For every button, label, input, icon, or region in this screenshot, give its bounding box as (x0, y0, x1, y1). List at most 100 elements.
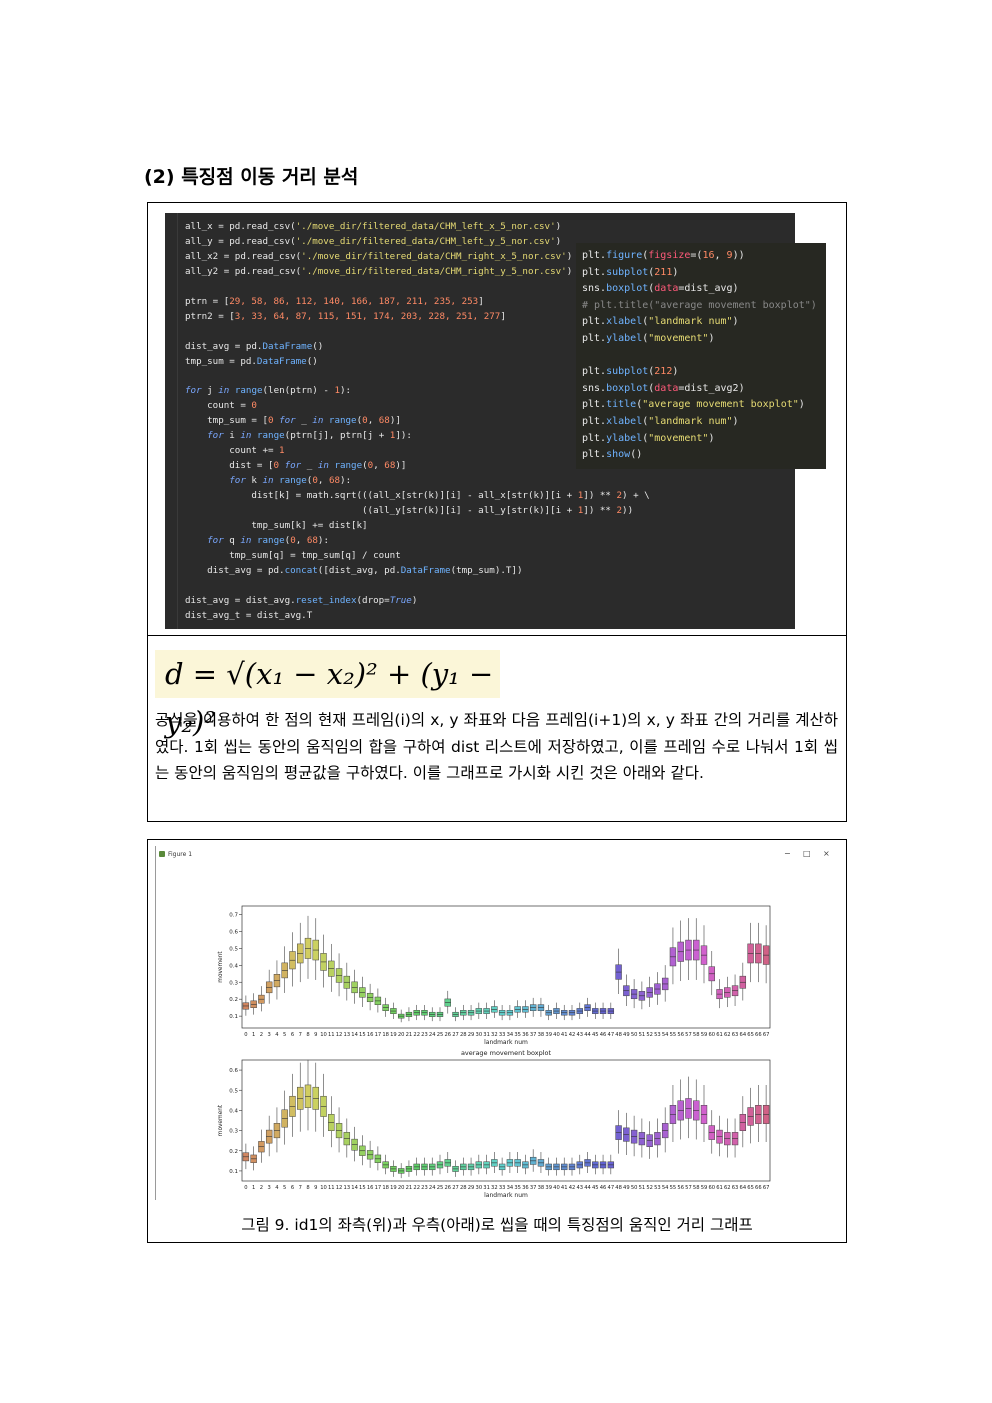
code-right-line: plt.subplot(211) (582, 266, 679, 278)
box-divider (147, 635, 847, 636)
x-tick-label: 50 (631, 1032, 638, 1038)
section-heading: (2) 특징점 이동 거리 분석 (144, 166, 359, 188)
x-tick-label: 24 (429, 1185, 436, 1191)
y-tick-label: 0.2 (229, 997, 238, 1003)
y-tick-label: 0.1 (229, 1014, 238, 1020)
x-tick-label: 48 (615, 1032, 622, 1038)
x-tick-label: 36 (522, 1185, 529, 1191)
x-tick-label: 62 (724, 1185, 731, 1191)
code-right-line: sns.boxplot(data=dist_avg) (582, 283, 739, 295)
x-tick-label: 40 (553, 1032, 560, 1038)
y-tick-label: 0.2 (229, 1149, 238, 1155)
x-tick-label: 3 (268, 1032, 271, 1038)
x-tick-label: 31 (483, 1032, 490, 1038)
y-tick-label: 0.3 (229, 1129, 238, 1135)
x-tick-label: 45 (592, 1185, 599, 1191)
x-tick-label: 63 (732, 1032, 739, 1038)
code-right-line: plt.ylabel("movement") (582, 432, 715, 444)
figure-box (147, 839, 847, 1243)
x-tick-label: 20 (398, 1185, 405, 1191)
x-tick-label: 41 (561, 1185, 568, 1191)
x-tick-label: 24 (429, 1032, 436, 1038)
x-tick-label: 64 (740, 1185, 747, 1191)
x-tick-label: 60 (708, 1185, 715, 1191)
x-tick-label: 56 (677, 1032, 684, 1038)
code-left-line (185, 579, 650, 594)
x-tick-label: 14 (351, 1185, 358, 1191)
x-tick-label: 39 (545, 1185, 552, 1191)
x-tick-label: 58 (693, 1032, 700, 1038)
code-left-line: ptrn2 = [3, 33, 64, 87, 115, 151, 174, 2… (185, 310, 506, 322)
x-tick-label: 35 (514, 1185, 521, 1191)
plot-frame (241, 905, 771, 1029)
code-screenshot-plot: plt.figure(figsize=(16, 9)) plt.subplot(2… (576, 243, 826, 469)
x-tick-label: 11 (328, 1185, 335, 1191)
minimize-button[interactable]: − (784, 849, 791, 858)
code-right-line: plt.ylabel("movement") (582, 332, 715, 344)
code-left-line: count += 1 (185, 445, 285, 457)
x-tick-label: 67 (763, 1032, 770, 1038)
x-tick-label: 49 (623, 1185, 630, 1191)
code-left-line: dist = [0 for _ in range(0, 68)] (185, 460, 407, 472)
y-axis-label: movement (218, 951, 224, 983)
x-tick-label: 20 (398, 1032, 405, 1038)
x-tick-label: 43 (576, 1185, 583, 1191)
x-tick-label: 25 (437, 1032, 444, 1038)
x-tick-label: 42 (569, 1032, 576, 1038)
x-tick-label: 38 (538, 1185, 545, 1191)
y-tick-label: 0.4 (229, 1108, 238, 1114)
x-tick-label: 67 (763, 1185, 770, 1191)
x-tick-label: 15 (359, 1032, 366, 1038)
x-tick-label: 16 (367, 1032, 374, 1038)
x-tick-label: 13 (344, 1032, 351, 1038)
code-left-line: all_y = pd.read_csv('./move_dir/filtered… (185, 235, 562, 247)
maximize-button[interactable]: □ (803, 849, 811, 858)
code-right-line: plt.subplot(212) (582, 366, 679, 378)
x-tick-label: 54 (662, 1185, 669, 1191)
x-tick-label: 15 (359, 1185, 366, 1191)
x-tick-label: 44 (584, 1032, 591, 1038)
x-tick-label: 16 (367, 1185, 374, 1191)
x-tick-label: 46 (600, 1032, 607, 1038)
x-tick-label: 53 (654, 1185, 661, 1191)
x-tick-label: 57 (685, 1032, 692, 1038)
x-tick-label: 10 (320, 1185, 327, 1191)
y-tick-label: 0.3 (229, 980, 238, 986)
x-tick-label: 31 (483, 1185, 490, 1191)
code-left-line: dist_avg = dist_avg.reset_index(drop=Tru… (185, 594, 418, 606)
code-left-line: all_x = pd.read_csv('./move_dir/filtered… (185, 221, 562, 232)
x-tick-label: 58 (693, 1185, 700, 1191)
x-tick-label: 47 (608, 1185, 615, 1191)
chart-title: average movement boxplot (461, 1049, 552, 1057)
code-right-line: # plt.title("average movement boxplot") (582, 299, 817, 311)
x-tick-label: 23 (421, 1032, 428, 1038)
x-tick-label: 17 (375, 1185, 382, 1191)
code-left-line: all_y2 = pd.read_csv('./move_dir/filtere… (185, 265, 573, 277)
code-left-line: for j in range(len(ptrn) - 1): (185, 385, 352, 397)
x-tick-label: 9 (314, 1032, 317, 1038)
x-tick-label: 60 (708, 1032, 715, 1038)
x-tick-label: 50 (631, 1185, 638, 1191)
figure-app-icon (159, 851, 165, 857)
x-tick-label: 1 (252, 1032, 255, 1038)
y-tick-label: 0.7 (229, 912, 238, 918)
x-tick-label: 49 (623, 1032, 630, 1038)
x-tick-label: 56 (677, 1185, 684, 1191)
code-left-line: tmp_sum = [0 for _ in range(0, 68)] (185, 415, 401, 427)
code-left-line: ptrn = [29, 58, 86, 112, 140, 166, 187, … (185, 295, 484, 307)
code-left-line: tmp_sum[q] = tmp_sum[q] / count (185, 549, 401, 561)
x-tick-label: 26 (444, 1185, 451, 1191)
x-tick-label: 18 (382, 1032, 389, 1038)
x-tick-label: 28 (460, 1032, 467, 1038)
close-button[interactable]: × (823, 849, 830, 858)
x-tick-label: 3 (268, 1185, 271, 1191)
code-block-plot: plt.figure(figsize=(16, 9)) plt.subplot(2… (582, 248, 817, 464)
figure-window: Figure 1 − □ × 0.1 0.2 0.3 0.4 0.5 0.6 0.7 0 1 2 3… (155, 846, 838, 1200)
x-tick-label: 37 (530, 1185, 537, 1191)
code-right-line: plt.show() (582, 449, 643, 461)
x-tick-label: 22 (413, 1032, 420, 1038)
x-tick-label: 51 (639, 1185, 646, 1191)
x-tick-label: 28 (460, 1185, 467, 1191)
x-axis-label: landmark num (484, 1039, 528, 1046)
x-tick-label: 51 (639, 1032, 646, 1038)
